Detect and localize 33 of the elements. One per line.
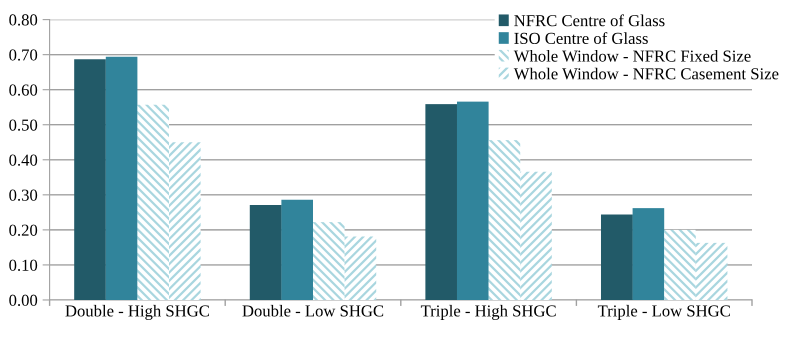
- bar: [520, 172, 552, 300]
- bar: [425, 104, 457, 300]
- legend-label: Whole Window - NFRC Fixed Size: [514, 50, 751, 62]
- bar: [488, 140, 520, 300]
- bar: [313, 222, 345, 300]
- x-tick-label: Double - Low SHGC: [242, 304, 384, 317]
- y-tick-label: 0.40: [9, 154, 38, 166]
- bar: [169, 142, 201, 300]
- y-tick-label: 0.50: [9, 119, 38, 131]
- x-tick-label: Double - High SHGC: [65, 304, 209, 320]
- y-tick-label: 0.80: [9, 14, 38, 26]
- bar: [456, 102, 489, 300]
- bar: [281, 200, 313, 300]
- legend-label: Whole Window - NFRC Casement Size: [514, 68, 778, 80]
- bar: [250, 204, 282, 300]
- bar: [632, 208, 664, 300]
- y-tick-label: 0.00: [9, 294, 38, 306]
- y-tick-label: 0.10: [9, 260, 38, 271]
- bar: [344, 236, 376, 300]
- y-tick-label: 0.60: [9, 84, 38, 96]
- legend-label: ISO Centre of Glass: [514, 32, 648, 44]
- y-tick-label: 0.70: [9, 49, 38, 61]
- bar: [137, 104, 170, 300]
- bar: [664, 230, 696, 300]
- bar: [74, 59, 106, 300]
- x-tick-label: Triple - High SHGC: [420, 304, 556, 320]
- bar: [696, 242, 728, 300]
- y-tick-label: 0.30: [9, 190, 38, 201]
- bar: [600, 214, 633, 300]
- y-tick-label: 0.20: [9, 224, 38, 236]
- x-tick-label: Triple - Low SHGC: [598, 304, 730, 320]
- bar: [106, 56, 138, 300]
- legend-label: NFRC Centre of Glass: [514, 14, 665, 26]
